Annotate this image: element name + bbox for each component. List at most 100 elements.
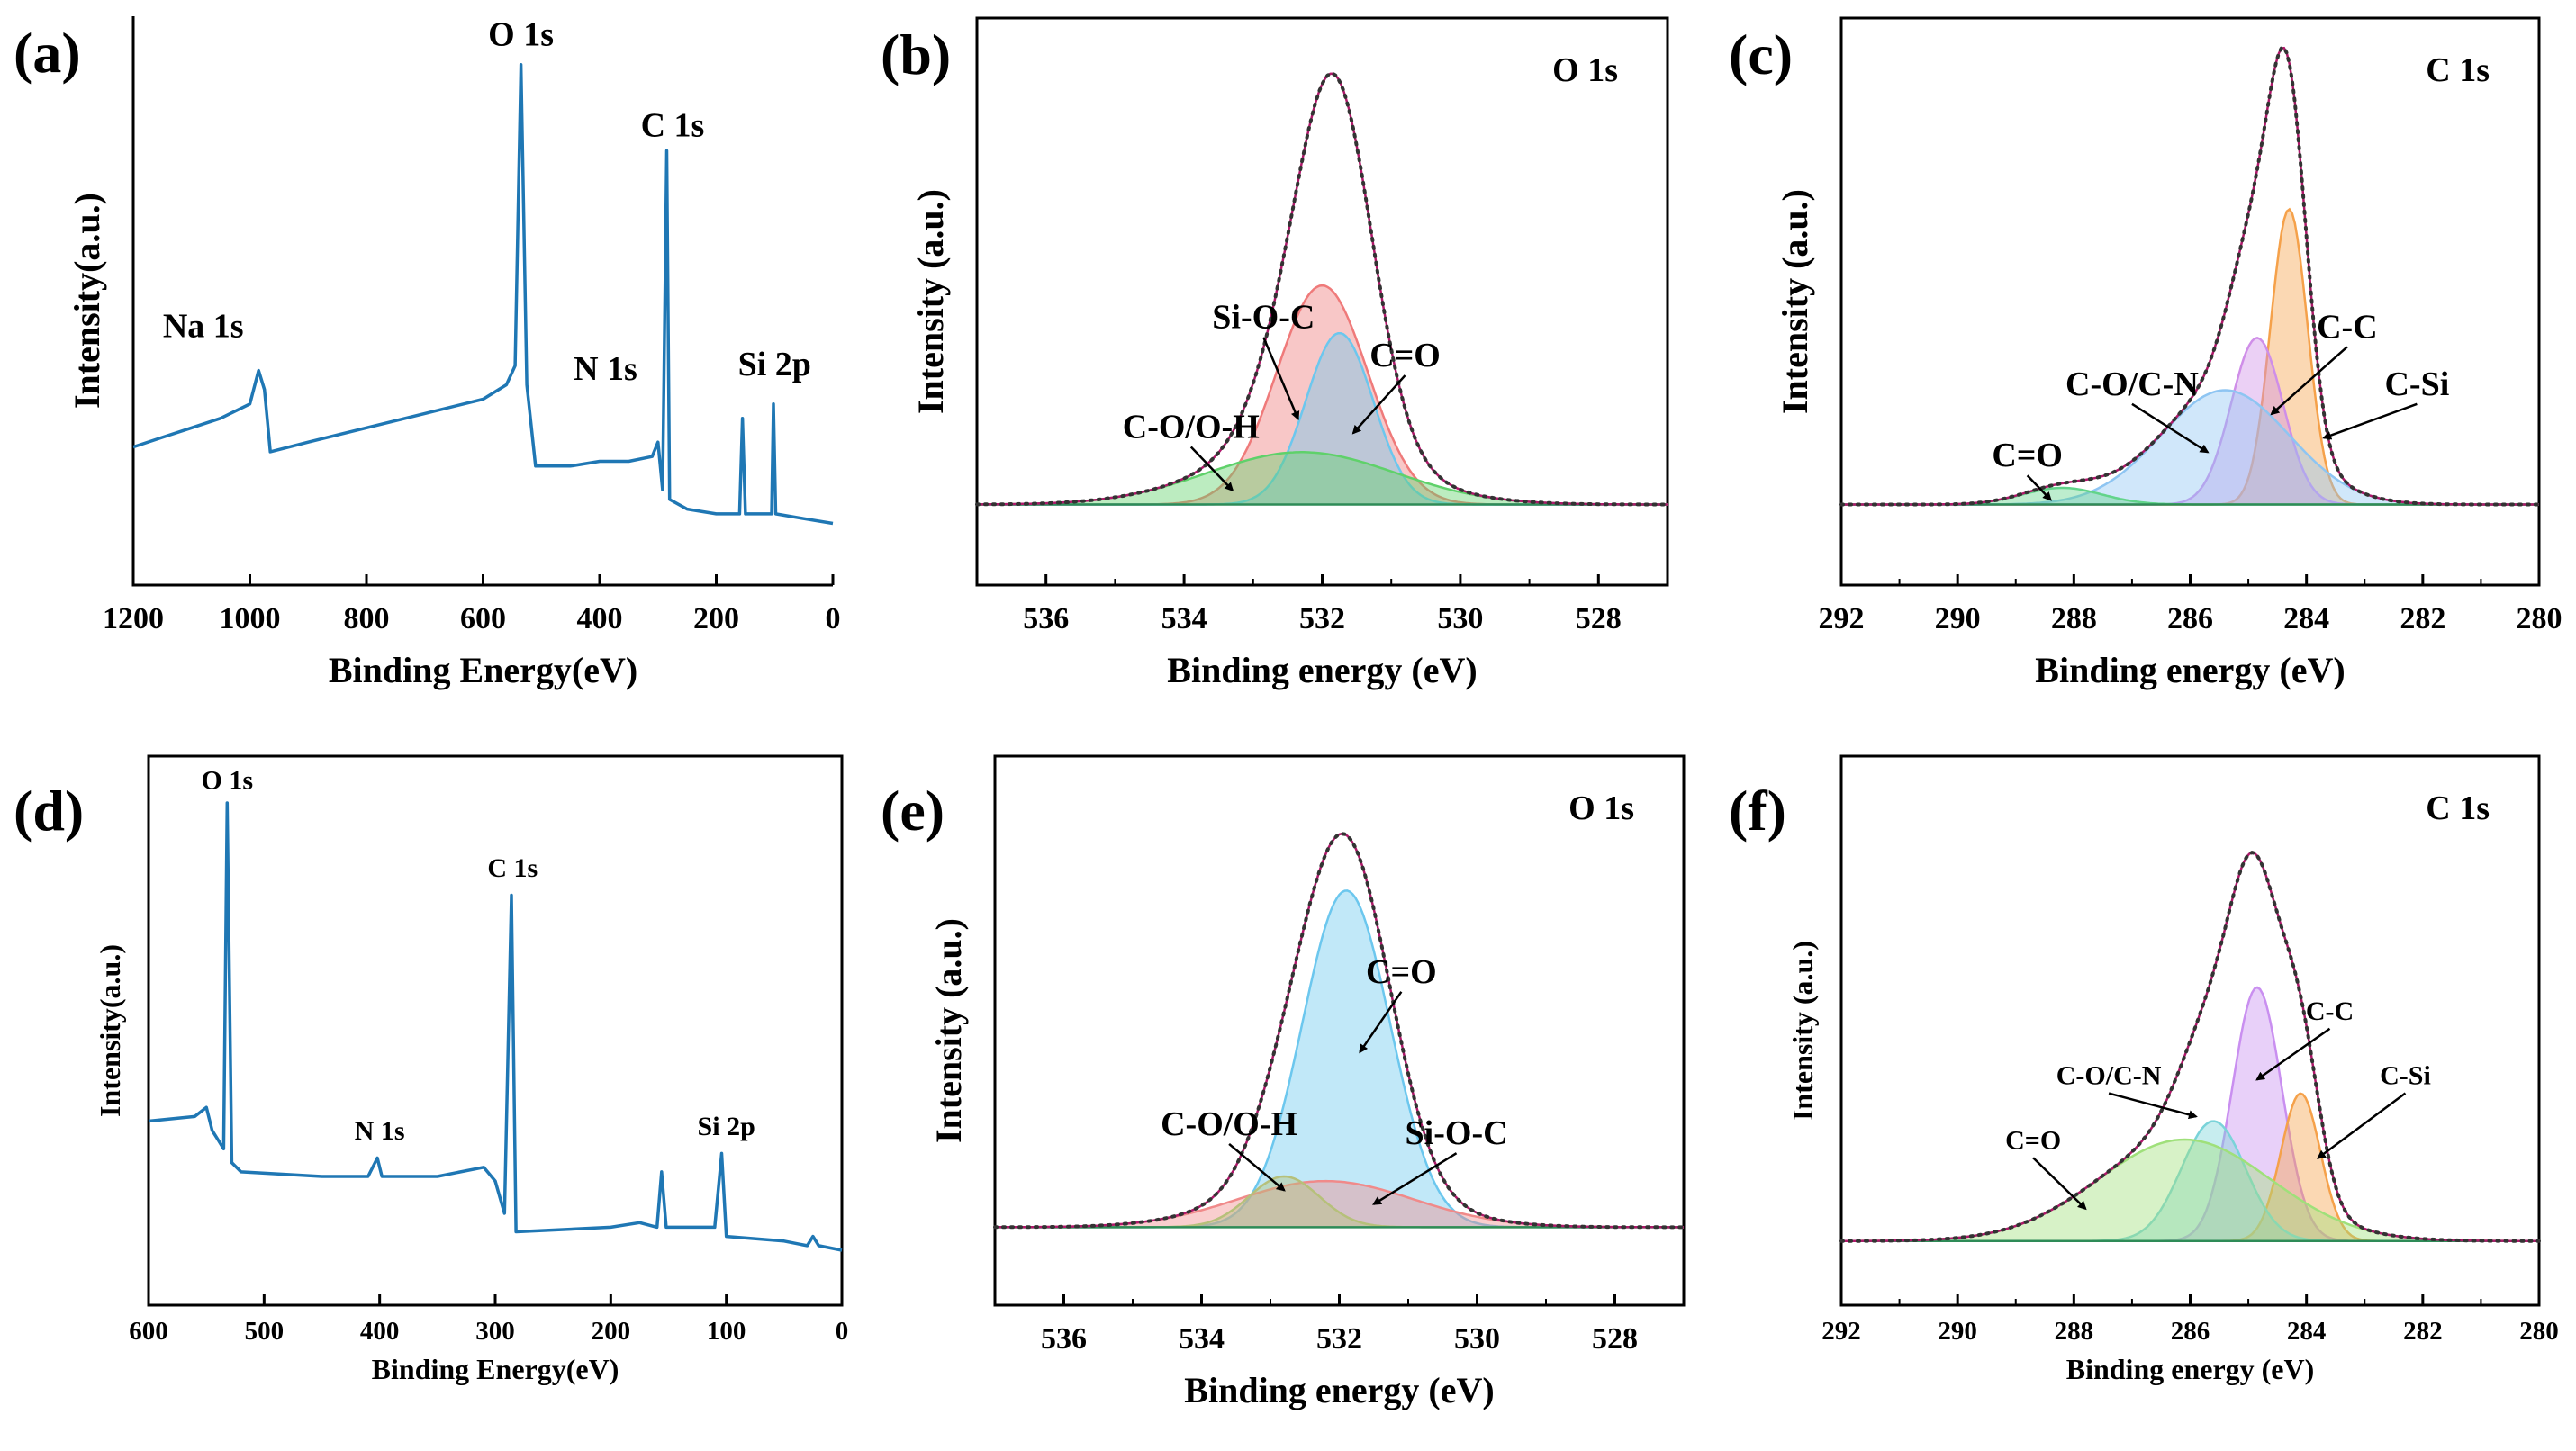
x-axis-label: Binding energy (eV) xyxy=(2066,1353,2315,1385)
component-label: C-O/O-H xyxy=(1161,1105,1297,1143)
x-tick-label: 290 xyxy=(1935,602,1981,635)
peak-label: N 1s xyxy=(355,1116,405,1146)
arrow-pointer xyxy=(1189,446,1234,492)
x-tick-label: 1200 xyxy=(103,602,164,635)
y-axis-label: Intensity (a.u.) xyxy=(1775,189,1815,414)
x-tick-label: 282 xyxy=(2400,602,2445,635)
y-axis-label: Intensity (a.u.) xyxy=(928,918,969,1143)
x-tick-label: 528 xyxy=(1592,1322,1638,1356)
component-fill xyxy=(995,1176,1684,1228)
component-fill xyxy=(977,285,1668,505)
x-tick-label: 0 xyxy=(836,1317,849,1346)
component-fill xyxy=(1841,1121,2539,1241)
component-label: C=O xyxy=(1369,337,1441,374)
x-tick-label: 534 xyxy=(1179,1322,1225,1356)
x-tick-label: 600 xyxy=(129,1317,168,1346)
raw-data-points xyxy=(1839,850,2541,1243)
x-tick-label: 200 xyxy=(693,602,739,635)
x-axis-label: Binding energy (eV) xyxy=(1184,1370,1494,1410)
chart-title: O 1s xyxy=(1552,51,1618,89)
x-tick-label: 284 xyxy=(2283,602,2329,635)
component-label: C=O xyxy=(1366,953,1437,991)
arrow-pointer xyxy=(2270,346,2348,416)
x-tick-label: 288 xyxy=(2051,602,2097,635)
component-label: C-Si xyxy=(2384,365,2449,403)
arrow-pointer xyxy=(2108,1092,2198,1120)
x-tick-label: 280 xyxy=(2517,602,2562,635)
component-label: C=O xyxy=(1992,437,2063,474)
peak-label: Si 2p xyxy=(698,1112,755,1141)
chart-title: C 1s xyxy=(2426,789,2490,827)
x-tick-label: 532 xyxy=(1316,1322,1362,1356)
chart-title: C 1s xyxy=(2426,51,2490,89)
panel-a: (a) 1200 1000 800 600 400 200 0 Binding Energy(e… xyxy=(14,16,841,690)
x-tick-label: 290 xyxy=(1938,1317,1977,1346)
peak-label: Si 2p xyxy=(738,346,811,383)
plot-frame xyxy=(131,16,833,587)
component-label: C-O/O-H xyxy=(1123,408,1260,446)
component-fill xyxy=(977,333,1668,505)
component-label: C-C xyxy=(2317,308,2378,346)
component-fill xyxy=(1841,390,2539,505)
x-tick-label: 100 xyxy=(707,1317,746,1346)
survey-line xyxy=(132,63,834,526)
x-tick-label: 528 xyxy=(1576,602,1622,635)
panel-c: (c) 292 290 288 286 284 282 280 Binding energy (… xyxy=(1729,16,2562,690)
x-tick-label: 400 xyxy=(360,1317,400,1346)
peak-label: O 1s xyxy=(202,766,254,796)
x-tick-label: 292 xyxy=(1819,602,1865,635)
x-tick-label: 600 xyxy=(460,602,506,635)
arrow-pointer xyxy=(1228,1142,1286,1192)
component-label: Si-O-C xyxy=(1406,1114,1508,1152)
peak-label: Na 1s xyxy=(163,307,244,345)
component-fill xyxy=(995,1181,1684,1228)
panel-label: (c) xyxy=(1729,23,1793,86)
component-fill xyxy=(977,452,1668,505)
x-tick-label: 400 xyxy=(577,602,623,635)
component-fill xyxy=(1841,488,2539,505)
x-tick-label: 282 xyxy=(2403,1317,2443,1346)
arrow-pointer xyxy=(2316,1092,2407,1159)
x-axis-label: Binding energy (eV) xyxy=(2035,650,2345,690)
x-tick-label: 800 xyxy=(344,602,390,635)
panel-e: (e) 536 534 532 530 528 Binding energy (eV) Int… xyxy=(881,754,1686,1410)
arrow-pointer xyxy=(1351,374,1406,435)
arrow-pointer xyxy=(2322,402,2418,440)
x-tick-label: 500 xyxy=(245,1317,285,1346)
x-tick-label: 1000 xyxy=(220,602,281,635)
arrow-pointer xyxy=(2131,402,2210,454)
x-tick-label: 300 xyxy=(475,1317,515,1346)
panel-d: (d) 600 500 400 300 200 100 0 Binding Energy(eV)… xyxy=(14,754,849,1385)
plot-frame xyxy=(147,754,844,1307)
survey-line xyxy=(148,801,843,1252)
y-axis-label: Intensity(a.u.) xyxy=(67,193,107,409)
raw-data-points xyxy=(993,832,1686,1230)
panel-label: (a) xyxy=(14,21,81,85)
x-tick-label: 292 xyxy=(1821,1317,1861,1346)
panel-f: (f) 292 290 288 286 284 282 280 Binding energy (… xyxy=(1729,754,2559,1385)
x-tick-label: 284 xyxy=(2287,1317,2327,1346)
arrow-pointer xyxy=(2032,1157,2087,1211)
x-axis-label: Binding Energy(eV) xyxy=(372,1353,619,1385)
x-axis-label: Binding energy (eV) xyxy=(1167,650,1477,690)
component-label: C-O/C-N xyxy=(2065,365,2199,403)
x-axis-label: Binding Energy(eV) xyxy=(329,650,637,690)
component-label: C-C xyxy=(2306,996,2354,1026)
x-tick-label: 534 xyxy=(1161,602,1207,635)
raw-data-points xyxy=(1839,46,2541,507)
panel-label: (e) xyxy=(881,779,945,843)
raw-data-points xyxy=(975,71,1669,507)
panel-b: (b) 536 534 532 530 528 Binding energy (eV) Int… xyxy=(881,16,1669,690)
x-tick-label: 530 xyxy=(1437,602,1483,635)
x-tick-label: 536 xyxy=(1041,1322,1087,1356)
peak-label: N 1s xyxy=(574,350,637,388)
component-fill xyxy=(1841,1140,2539,1241)
panel-label: (b) xyxy=(881,23,951,86)
peak-label: O 1s xyxy=(488,16,554,54)
y-axis-label: Intensity(a.u.) xyxy=(94,944,126,1117)
y-axis-label: Intensity (a.u.) xyxy=(910,189,951,414)
x-tick-label: 286 xyxy=(2167,602,2213,635)
x-tick-label: 200 xyxy=(592,1317,631,1346)
x-tick-label: 530 xyxy=(1454,1322,1500,1356)
